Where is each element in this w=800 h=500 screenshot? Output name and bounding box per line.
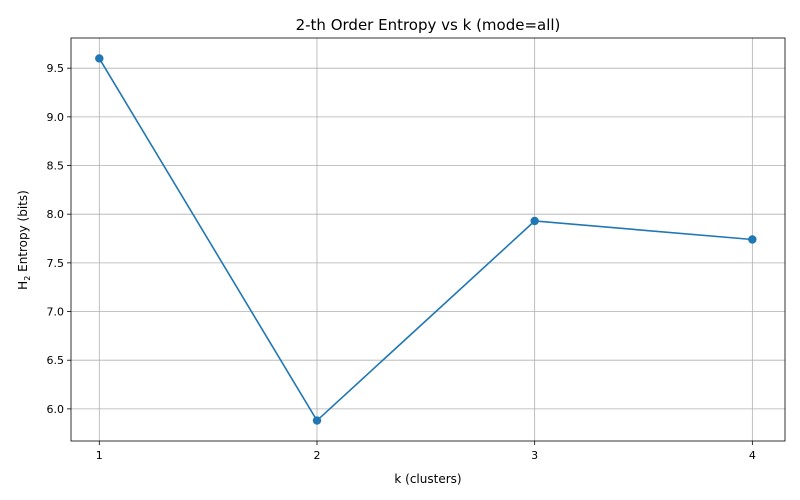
y-tick-label: 9.5 [47, 62, 65, 75]
grid-lines [71, 38, 785, 441]
y-axis-label-main: H [16, 281, 30, 290]
x-axis-label: k (clusters) [394, 472, 461, 486]
data-point [530, 216, 539, 226]
x-tick-label: 3 [531, 449, 538, 462]
y-axis-label: H2 Entropy (bits) [16, 190, 32, 290]
y-tick-label: 6.5 [47, 354, 65, 367]
y-axis-label-subscript: 2 [23, 276, 32, 281]
x-tick-label: 4 [749, 449, 756, 462]
axis-ticks: 1 2 3 4 6.0 6.5 7.0 7.5 8.0 8.5 9.0 9.5 [47, 62, 756, 462]
series-line [98, 58, 753, 422]
data-point [312, 416, 322, 425]
y-tick-label: 7.5 [47, 257, 65, 270]
y-tick-label: 8.5 [47, 160, 65, 173]
plot-frame [70, 37, 786, 442]
data-point [748, 235, 757, 244]
y-tick-label: 6.0 [47, 403, 65, 416]
y-tick-label: 7.0 [47, 306, 65, 319]
y-tick-label: 9.0 [47, 111, 65, 124]
y-tick-label: 8.0 [47, 208, 65, 221]
chart-title: 2-th Order Entropy vs k (mode=all) [296, 16, 561, 34]
series-layer [95, 54, 757, 425]
x-tick-label: 2 [313, 449, 320, 462]
y-axis-label-rest: Entropy (bits) [16, 190, 30, 276]
x-tick-label: 1 [96, 449, 103, 462]
data-point [95, 54, 104, 63]
